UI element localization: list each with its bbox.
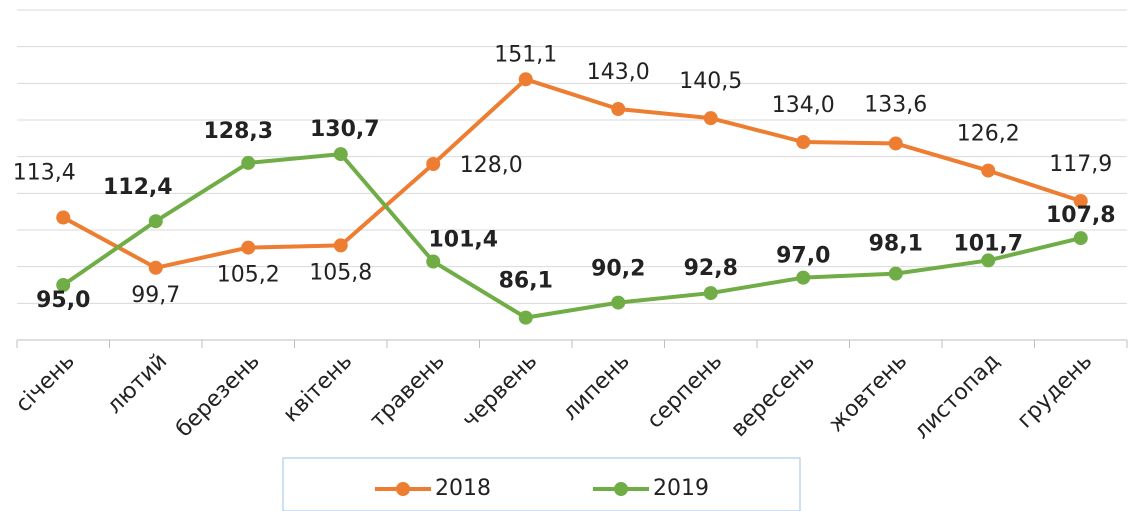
- x-tick-label: травень: [366, 349, 450, 433]
- legend-marker: [396, 482, 410, 496]
- data-point: [56, 278, 71, 292]
- data-point: [426, 254, 441, 269]
- data-label: 90,2: [591, 257, 645, 282]
- data-label: 143,0: [587, 60, 650, 85]
- data-point: [611, 102, 626, 116]
- data-label: 133,6: [864, 92, 927, 117]
- x-tick-label: жовтень: [824, 349, 912, 437]
- legend-box: [282, 457, 801, 511]
- legend-label: 2019: [653, 476, 709, 501]
- data-point: [241, 155, 256, 170]
- data-point: [518, 310, 533, 325]
- legend-marker: [614, 482, 628, 496]
- series-line: [62, 152, 1082, 320]
- data-label: 117,9: [1049, 152, 1112, 177]
- data-label: 128,3: [203, 119, 273, 144]
- data-label: 99,7: [131, 283, 180, 308]
- data-point: [611, 295, 626, 310]
- x-tick-label: січень: [11, 349, 80, 418]
- x-tick-label: липень: [558, 349, 635, 426]
- data-label: 101,7: [953, 231, 1023, 256]
- x-tick-label: березень: [171, 349, 264, 442]
- data-point: [148, 260, 163, 275]
- data-label: 92,8: [684, 256, 738, 281]
- data-label: 112,4: [103, 175, 173, 200]
- x-tick-label: лютий: [102, 349, 172, 419]
- data-point: [333, 238, 348, 253]
- data-point: [148, 214, 163, 229]
- data-point: [56, 210, 71, 225]
- x-tick-label: вересень: [726, 349, 819, 442]
- data-point: [703, 286, 718, 301]
- data-point: [796, 270, 811, 285]
- data-label: 130,7: [310, 117, 380, 142]
- data-point: [518, 72, 533, 87]
- data-point: [981, 163, 996, 178]
- x-tick-label: квітень: [279, 349, 358, 428]
- data-label: 105,2: [217, 263, 280, 288]
- x-tick-label: червень: [458, 349, 542, 433]
- data-point: [333, 147, 348, 162]
- x-tick-label: листопад: [909, 349, 1004, 444]
- data-point: [241, 240, 256, 255]
- data-point: [981, 253, 996, 268]
- data-label: 113,4: [13, 161, 76, 186]
- data-label: 140,5: [679, 69, 742, 94]
- data-label: 98,1: [869, 232, 923, 257]
- x-tick-label: серпень: [642, 349, 727, 434]
- data-point: [703, 111, 718, 126]
- data-point: [796, 135, 811, 149]
- data-point: [1073, 194, 1088, 209]
- data-point: [426, 157, 441, 171]
- data-label: 105,8: [309, 260, 372, 285]
- data-point: [1073, 231, 1088, 246]
- data-label: 107,8: [1046, 203, 1116, 228]
- data-label: 95,0: [36, 288, 90, 313]
- data-label: 97,0: [776, 244, 830, 269]
- data-label: 126,2: [957, 122, 1020, 147]
- legend-label: 2018: [435, 476, 491, 501]
- data-point: [888, 266, 903, 281]
- data-label: 101,4: [428, 228, 498, 253]
- data-label: 134,0: [772, 93, 835, 118]
- data-label: 128,0: [460, 153, 523, 178]
- data-label: 86,1: [499, 269, 553, 294]
- data-label: 151,1: [494, 42, 557, 67]
- data-point: [888, 136, 903, 151]
- series-line: [62, 77, 1082, 270]
- x-tick-label: грудень: [1013, 349, 1098, 434]
